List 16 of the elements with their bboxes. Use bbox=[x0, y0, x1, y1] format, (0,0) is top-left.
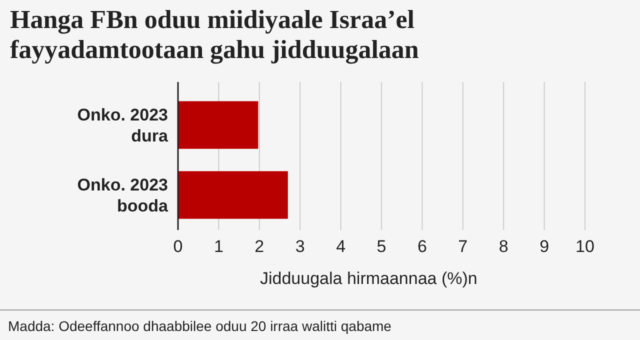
x-tick-label: 7 bbox=[458, 237, 468, 256]
x-tick-label: 1 bbox=[214, 237, 224, 256]
x-tick-label: 10 bbox=[576, 237, 594, 256]
x-tick-label: 4 bbox=[336, 237, 346, 256]
x-axis-title: Jidduugala hirmaannaa (%)n bbox=[260, 269, 478, 288]
x-tick-label: 3 bbox=[295, 237, 305, 256]
y-tick-label: Onko. 2023 booda bbox=[77, 176, 169, 216]
y-tick-label: Onko. 2023 dura bbox=[77, 106, 169, 146]
x-tick-label: 8 bbox=[498, 237, 508, 256]
x-tick-label: 6 bbox=[417, 237, 427, 256]
text: Madda: Odeeffannoo dhaabbilee oduu 20 irraa walitti qabame bbox=[8, 318, 392, 334]
x-tick-label: 9 bbox=[540, 237, 550, 256]
chart-title: Hanga FBn oduu miidiyaale Israa’el fayyadamtootaan gahu jidduugalaan bbox=[10, 5, 420, 64]
x-tick-label: 5 bbox=[376, 237, 386, 256]
x-tick-label: 0 bbox=[173, 237, 183, 256]
x-tick-label: 2 bbox=[254, 237, 264, 256]
